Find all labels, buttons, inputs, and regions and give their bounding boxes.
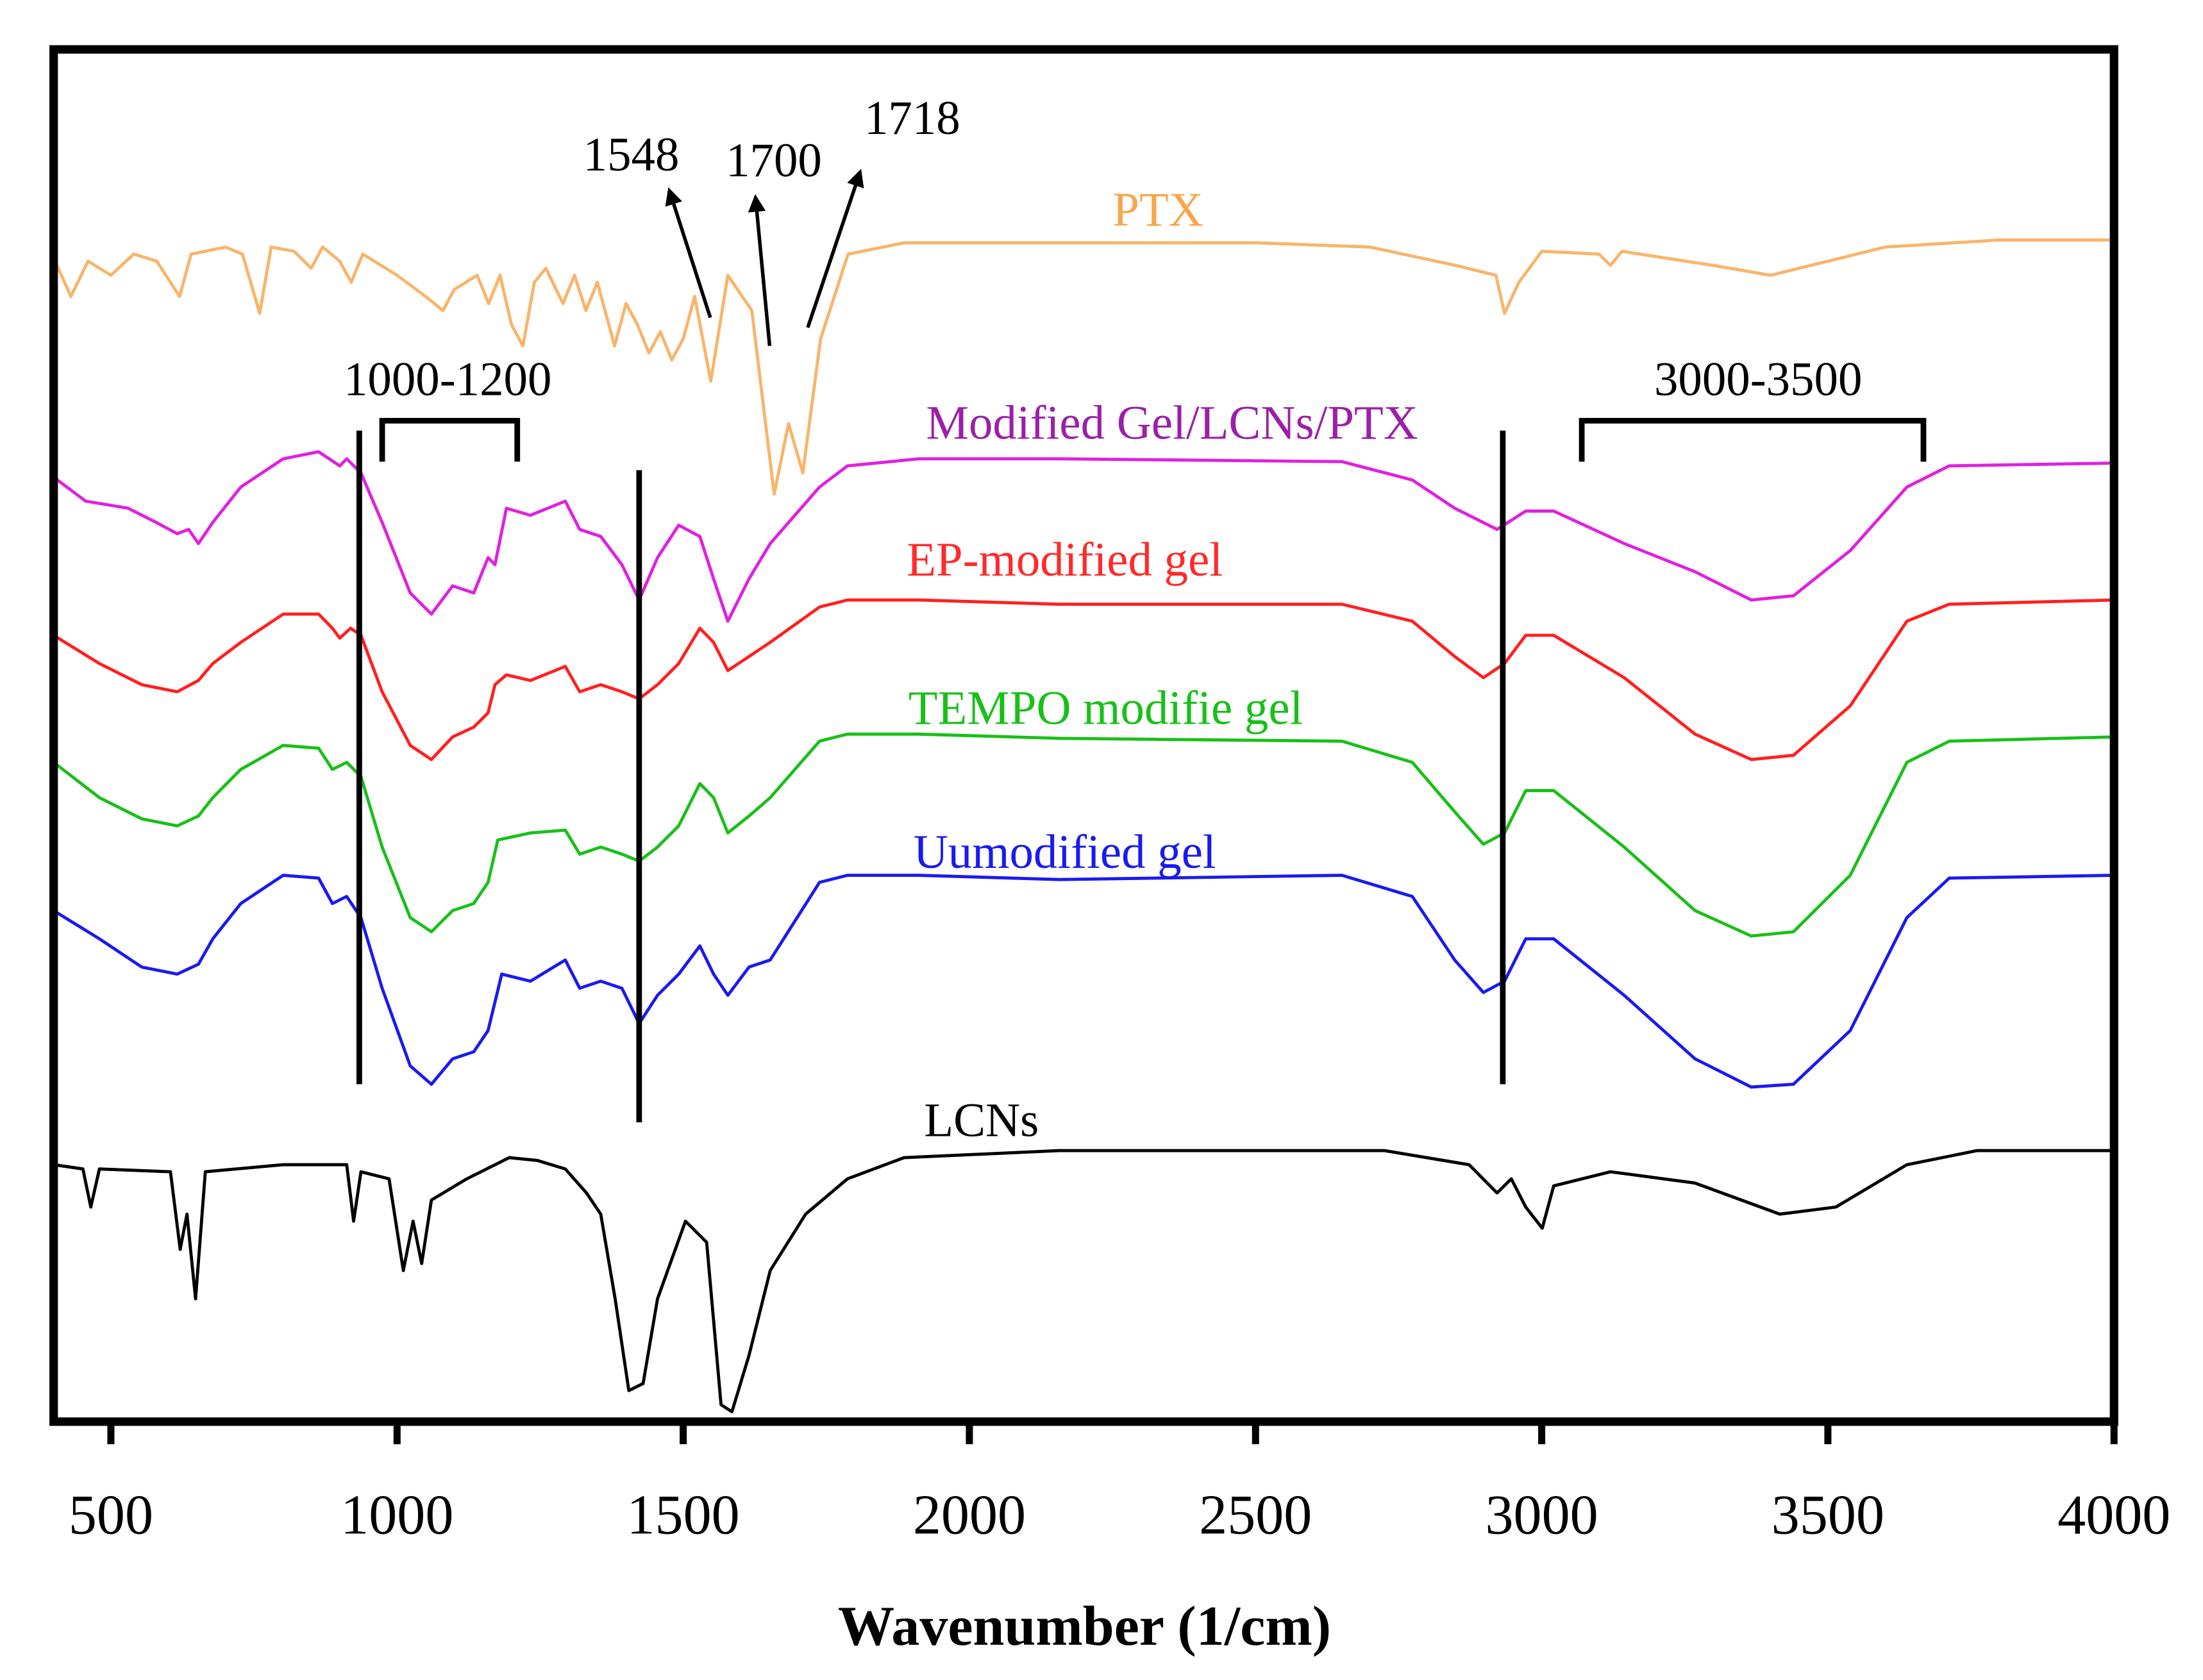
series-label: Modified Gel/LCNs/PTX bbox=[926, 397, 1418, 450]
series-label: EP-modified gel bbox=[907, 533, 1223, 586]
peak-arrow bbox=[665, 187, 712, 319]
range-label: 3000-3500 bbox=[1654, 353, 1862, 406]
range-bracket bbox=[1579, 417, 1927, 462]
series-line-uumodified-gel bbox=[53, 874, 2115, 1089]
range-label: 1000-1200 bbox=[344, 353, 551, 406]
x-tick-label: 2000 bbox=[913, 1483, 1026, 1546]
range-bracket bbox=[379, 417, 521, 462]
peak-arrow bbox=[806, 169, 864, 328]
plot-frame bbox=[49, 45, 2118, 1426]
series-label: PTX bbox=[1112, 183, 1203, 237]
x-tick-label: 1000 bbox=[340, 1483, 453, 1546]
series-label: LCNs bbox=[924, 1094, 1039, 1147]
x-axis-title: Wavenumber (1/cm) bbox=[838, 1595, 1331, 1658]
peak-arrow bbox=[748, 194, 772, 346]
x-tick-label: 3000 bbox=[1485, 1483, 1598, 1546]
x-tick-label: 1500 bbox=[627, 1483, 740, 1546]
series-line-modified-gel-lcns-ptx bbox=[53, 450, 2115, 623]
x-tick-label: 3500 bbox=[1772, 1483, 1884, 1546]
peak-label: 1700 bbox=[726, 134, 822, 187]
series-line-tempo-modifie-gel bbox=[53, 732, 2115, 938]
series-line-lcns bbox=[53, 1149, 2115, 1413]
series-line-ptx bbox=[52, 238, 2115, 496]
series-line-ep-modified-gel bbox=[53, 598, 2115, 761]
peak-label: 1548 bbox=[583, 128, 680, 181]
series-label: Uumodified gel bbox=[914, 826, 1216, 879]
x-tick-label: 500 bbox=[69, 1483, 153, 1546]
series-label: TEMPO modifie gel bbox=[909, 681, 1303, 735]
peak-label: 1718 bbox=[864, 92, 960, 145]
x-tick-label: 4000 bbox=[2057, 1483, 2170, 1546]
x-tick-label: 2500 bbox=[1199, 1483, 1312, 1546]
